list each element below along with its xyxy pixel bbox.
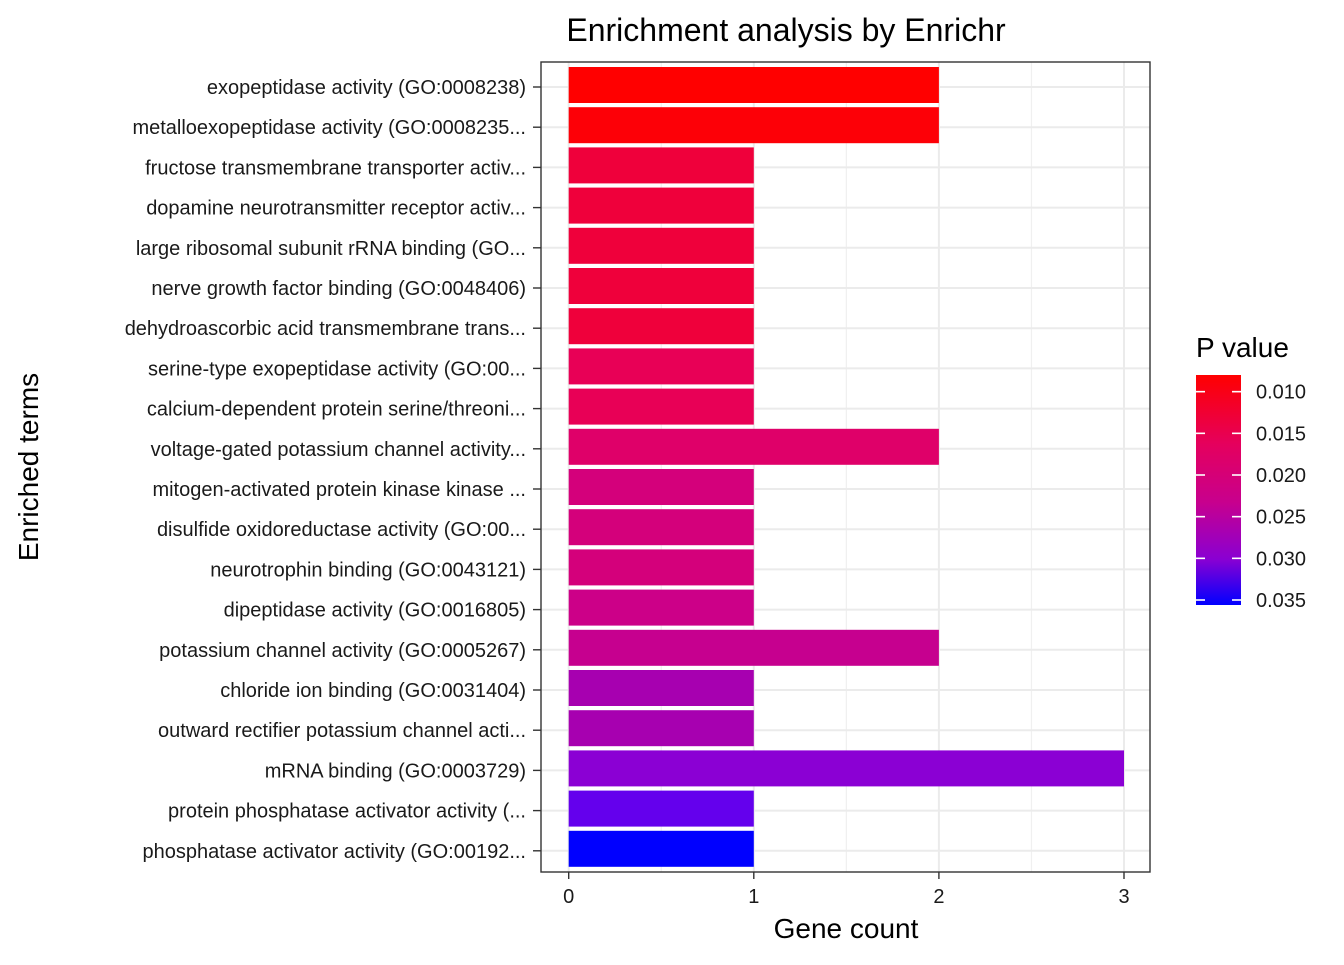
bar	[568, 469, 754, 505]
bar	[568, 388, 754, 425]
y-tick-label: disulfide oxidoreductase activity (GO:00…	[157, 519, 526, 541]
y-tick-label: mitogen-activated protein kinase kinase …	[152, 479, 526, 501]
plot-panel	[540, 61, 1151, 873]
bar	[568, 308, 754, 345]
y-tick-label: metalloexopeptidase activity (GO:0008235…	[132, 117, 526, 139]
bars	[568, 67, 1124, 867]
chart-title: Enrichment analysis by Enrichr	[566, 12, 1006, 48]
y-axis: exopeptidase activity (GO:0008238) metall…	[125, 77, 541, 863]
y-tick-label: dipeptidase activity (GO:0016805)	[224, 600, 526, 622]
y-tick-label: large ribosomal subunit rRNA binding (GO…	[136, 238, 526, 260]
y-tick-label: mRNA binding (GO:0003729)	[265, 760, 526, 782]
x-tick-label: 1	[748, 886, 759, 908]
legend-tick-label: 0.010	[1256, 382, 1306, 404]
y-tick-label: potassium channel activity (GO:0005267)	[159, 640, 526, 662]
panel-border	[540, 61, 1151, 873]
legend-ticks: 0.010 0.015 0.020 0.025 0.030 0.035	[1196, 382, 1306, 612]
y-tick-label: phosphatase activator activity (GO:00192…	[142, 841, 526, 863]
legend-tick-label: 0.025	[1256, 507, 1306, 529]
legend-title: P value	[1196, 332, 1289, 363]
y-tick-label: chloride ion binding (GO:0031404)	[220, 680, 526, 702]
y-tick-label: fructose transmembrane transporter activ…	[145, 157, 526, 179]
bar	[568, 710, 754, 747]
legend-tick-label: 0.035	[1256, 590, 1306, 612]
x-tick-label: 3	[1118, 886, 1129, 908]
y-tick-label: neurotrophin binding (GO:0043121)	[210, 559, 526, 581]
y-tick-label: dehydroascorbic acid transmembrane trans…	[125, 318, 526, 340]
y-tick-label: calcium-dependent protein serine/threoni…	[147, 399, 526, 421]
bar	[568, 268, 754, 304]
y-tick-label: outward rectifier potassium channel acti…	[158, 720, 526, 742]
legend-tick-label: 0.015	[1256, 423, 1306, 445]
y-tick-label: nerve growth factor binding (GO:0048406)	[151, 278, 526, 300]
bar	[568, 549, 754, 586]
y-tick-label: exopeptidase activity (GO:0008238)	[207, 77, 526, 99]
bar	[568, 589, 754, 626]
y-axis-label: Enriched terms	[13, 373, 44, 561]
legend: P value 0.010 0.015 0.020 0.025 0.030 0.035	[1196, 332, 1306, 612]
bar	[568, 348, 754, 385]
bar	[568, 750, 1124, 787]
y-tick-label: voltage-gated potassium channel activity…	[151, 439, 526, 461]
bar	[568, 830, 754, 867]
legend-colorbar	[1196, 375, 1241, 605]
bar	[568, 147, 754, 184]
y-tick-label: dopamine neurotransmitter receptor activ…	[146, 198, 526, 220]
bar	[568, 509, 754, 546]
x-tick-label: 0	[563, 886, 574, 908]
x-axis: 0 1 2 3	[563, 872, 1130, 908]
legend-tick-label: 0.020	[1256, 465, 1306, 487]
bar	[568, 67, 939, 103]
bar	[568, 428, 939, 465]
bar	[568, 790, 754, 827]
x-axis-label: Gene count	[774, 913, 919, 944]
bar	[568, 107, 939, 144]
x-tick-label: 2	[933, 886, 944, 908]
bar	[568, 187, 754, 224]
bar	[568, 629, 939, 666]
legend-tick-label: 0.030	[1256, 548, 1306, 570]
y-tick-label: serine-type exopeptidase activity (GO:00…	[148, 358, 526, 380]
y-tick-label: protein phosphatase activator activity (…	[168, 801, 526, 823]
bar	[568, 227, 754, 264]
bar	[568, 670, 754, 706]
